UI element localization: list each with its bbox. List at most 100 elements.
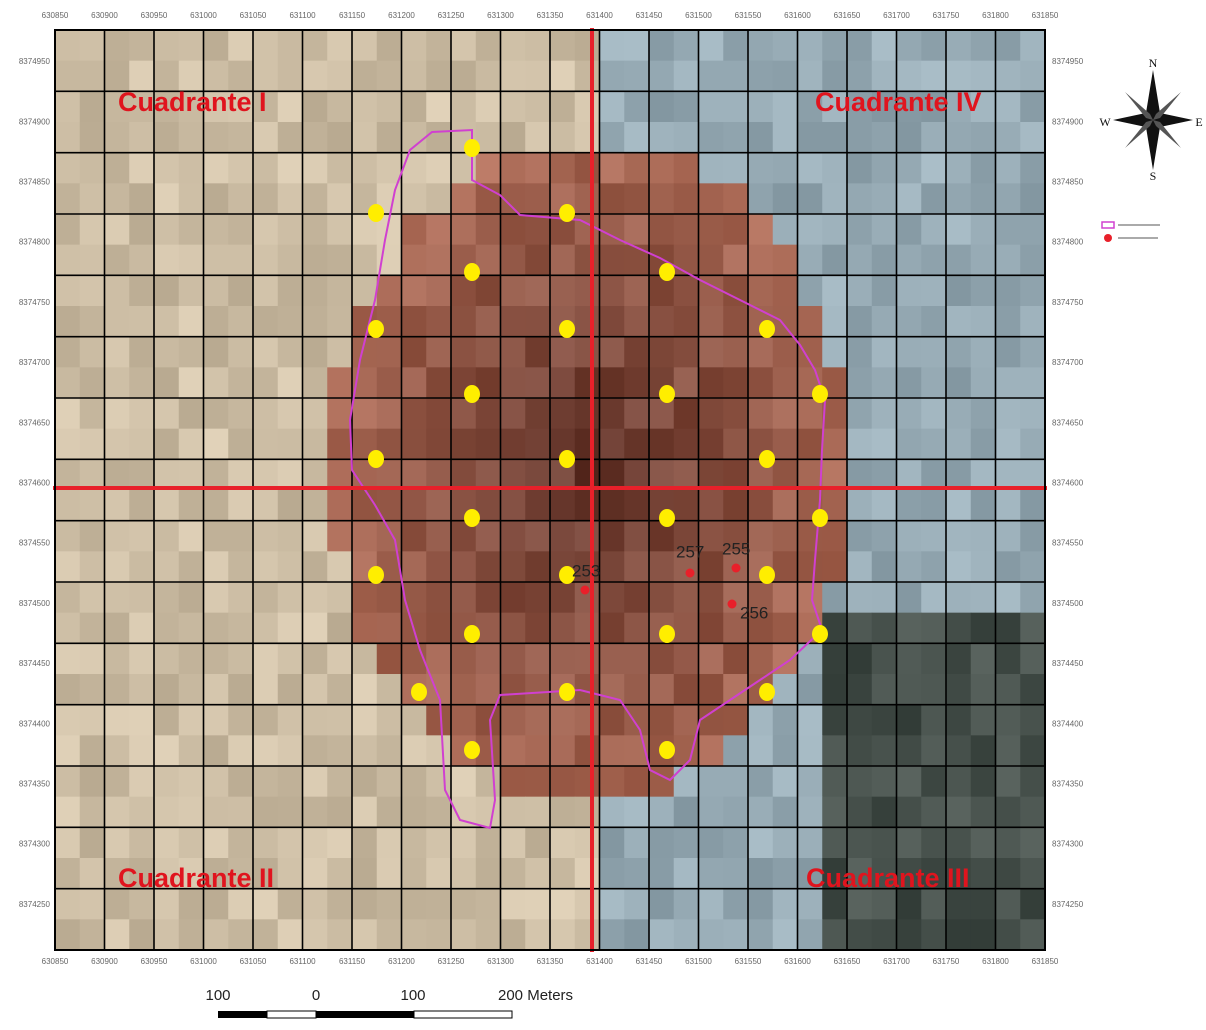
imagery-cell [179, 797, 204, 828]
imagery-cell [872, 582, 897, 613]
imagery-cell [600, 582, 625, 613]
imagery-cell [377, 735, 402, 766]
imagery-cell [624, 30, 649, 61]
imagery-cell [402, 245, 427, 276]
imagery-cell [847, 398, 872, 429]
imagery-cell [327, 30, 352, 61]
imagery-cell [80, 337, 105, 368]
sample-point [464, 741, 480, 759]
y-tick-label: 8374600 [1052, 479, 1084, 488]
imagery-cell [204, 306, 229, 337]
imagery-cell [1020, 306, 1045, 337]
imagery-cell [550, 582, 575, 613]
x-tick-label: 631100 [289, 957, 316, 966]
imagery-cell [822, 521, 847, 552]
imagery-cell [1020, 30, 1045, 61]
imagery-cell [600, 827, 625, 858]
imagery-cell [575, 429, 600, 460]
sample-point [659, 263, 675, 281]
imagery-cell [996, 521, 1021, 552]
imagery-cell [872, 275, 897, 306]
imagery-cell [1020, 889, 1045, 920]
imagery-cell [624, 183, 649, 214]
imagery-cell [550, 889, 575, 920]
imagery-cell [105, 214, 130, 245]
y-tick-label: 8374550 [19, 539, 51, 548]
imagery-cell [352, 858, 377, 889]
imagery-cell [451, 429, 476, 460]
imagery-cell [748, 91, 773, 122]
imagery-cell [575, 490, 600, 521]
imagery-cell [154, 766, 179, 797]
imagery-cell [699, 398, 724, 429]
imagery-cell [996, 766, 1021, 797]
imagery-cell [822, 30, 847, 61]
imagery-cell [501, 91, 526, 122]
imagery-cell [327, 459, 352, 490]
imagery-cell [377, 398, 402, 429]
x-tick-label: 631650 [834, 11, 861, 20]
imagery-cell [921, 827, 946, 858]
imagery-cell [996, 889, 1021, 920]
imagery-cell [55, 337, 80, 368]
imagery-cell [624, 643, 649, 674]
imagery-cell [253, 582, 278, 613]
imagery-cell [847, 306, 872, 337]
imagery-cell [154, 306, 179, 337]
imagery-cell [377, 275, 402, 306]
imagery-cell [897, 275, 922, 306]
imagery-cell [773, 766, 798, 797]
imagery-cell [649, 306, 674, 337]
imagery-cell [278, 245, 303, 276]
imagery-cell [674, 367, 699, 398]
imagery-cell [105, 766, 130, 797]
imagery-cell [699, 613, 724, 644]
imagery-cell [575, 735, 600, 766]
imagery-cell [451, 30, 476, 61]
imagery-cell [624, 705, 649, 736]
imagery-cell [1020, 643, 1045, 674]
imagery-cell [303, 735, 328, 766]
imagery-cell [971, 367, 996, 398]
imagery-cell [327, 797, 352, 828]
imagery-cell [921, 674, 946, 705]
imagery-cell [204, 674, 229, 705]
imagery-cell [204, 827, 229, 858]
imagery-cell [525, 858, 550, 889]
quadrant-label: Cuadrante II [118, 863, 274, 893]
y-tick-label: 8374750 [1052, 298, 1084, 307]
imagery-cell [105, 582, 130, 613]
imagery-cell [575, 306, 600, 337]
imagery-cell [80, 306, 105, 337]
imagery-cell [1020, 398, 1045, 429]
imagery-cell [154, 551, 179, 582]
imagery-cell [773, 183, 798, 214]
imagery-cell [228, 643, 253, 674]
imagery-cell [327, 919, 352, 950]
imagery-cell [1020, 705, 1045, 736]
imagery-cell [773, 306, 798, 337]
imagery-cell [204, 398, 229, 429]
x-tick-label: 631500 [685, 11, 712, 20]
imagery-cell [897, 367, 922, 398]
imagery-cell [228, 367, 253, 398]
imagery-cell [872, 766, 897, 797]
imagery-cell [204, 705, 229, 736]
imagery-cell [55, 429, 80, 460]
imagery-cell [253, 30, 278, 61]
imagery-cell [897, 827, 922, 858]
imagery-cell [897, 245, 922, 276]
imagery-cell [575, 61, 600, 92]
x-tick-label: 631050 [240, 11, 267, 20]
imagery-cell [204, 889, 229, 920]
imagery-cell [822, 214, 847, 245]
imagery-cell [228, 122, 253, 153]
y-tick-label: 8374950 [1052, 57, 1084, 66]
imagery-cell [402, 735, 427, 766]
imagery-cell [501, 705, 526, 736]
imagery-cell [798, 183, 823, 214]
imagery-cell [996, 367, 1021, 398]
compass: N S W E [1099, 56, 1202, 183]
imagery-cell [476, 30, 501, 61]
imagery-cell [575, 122, 600, 153]
